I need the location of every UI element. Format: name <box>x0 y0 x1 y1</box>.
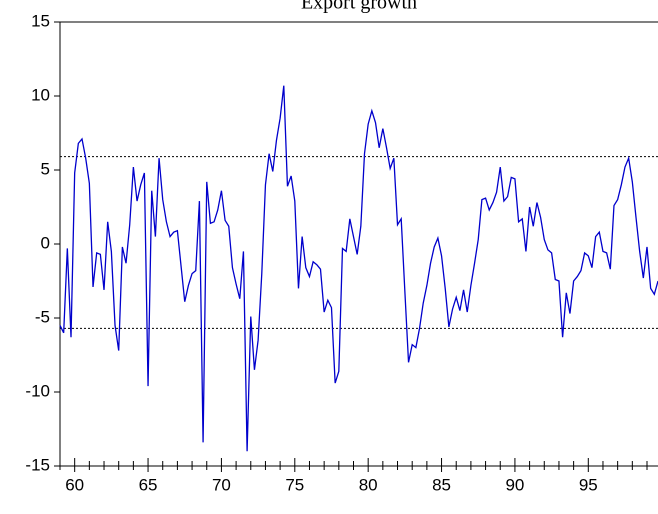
x-tick-label: 65 <box>139 475 158 494</box>
data-line <box>59 85 658 452</box>
x-tick-label: 75 <box>285 475 304 494</box>
y-tick-label: 0 <box>41 233 50 252</box>
x-tick-label: 85 <box>432 475 451 494</box>
y-tick-label: 5 <box>41 159 50 178</box>
chart-title: Export growth <box>301 0 417 14</box>
x-tick-label: 70 <box>212 475 231 494</box>
x-tick-label: 90 <box>505 475 524 494</box>
y-tick-label: 10 <box>31 85 50 104</box>
y-tick-label: -10 <box>25 381 50 400</box>
y-tick-label: 15 <box>31 11 50 30</box>
x-tick-label: 60 <box>65 475 84 494</box>
x-tick-label: 80 <box>359 475 378 494</box>
y-tick-label: -15 <box>25 455 50 474</box>
x-tick-label: 95 <box>579 475 598 494</box>
y-tick-label: -5 <box>35 307 50 326</box>
